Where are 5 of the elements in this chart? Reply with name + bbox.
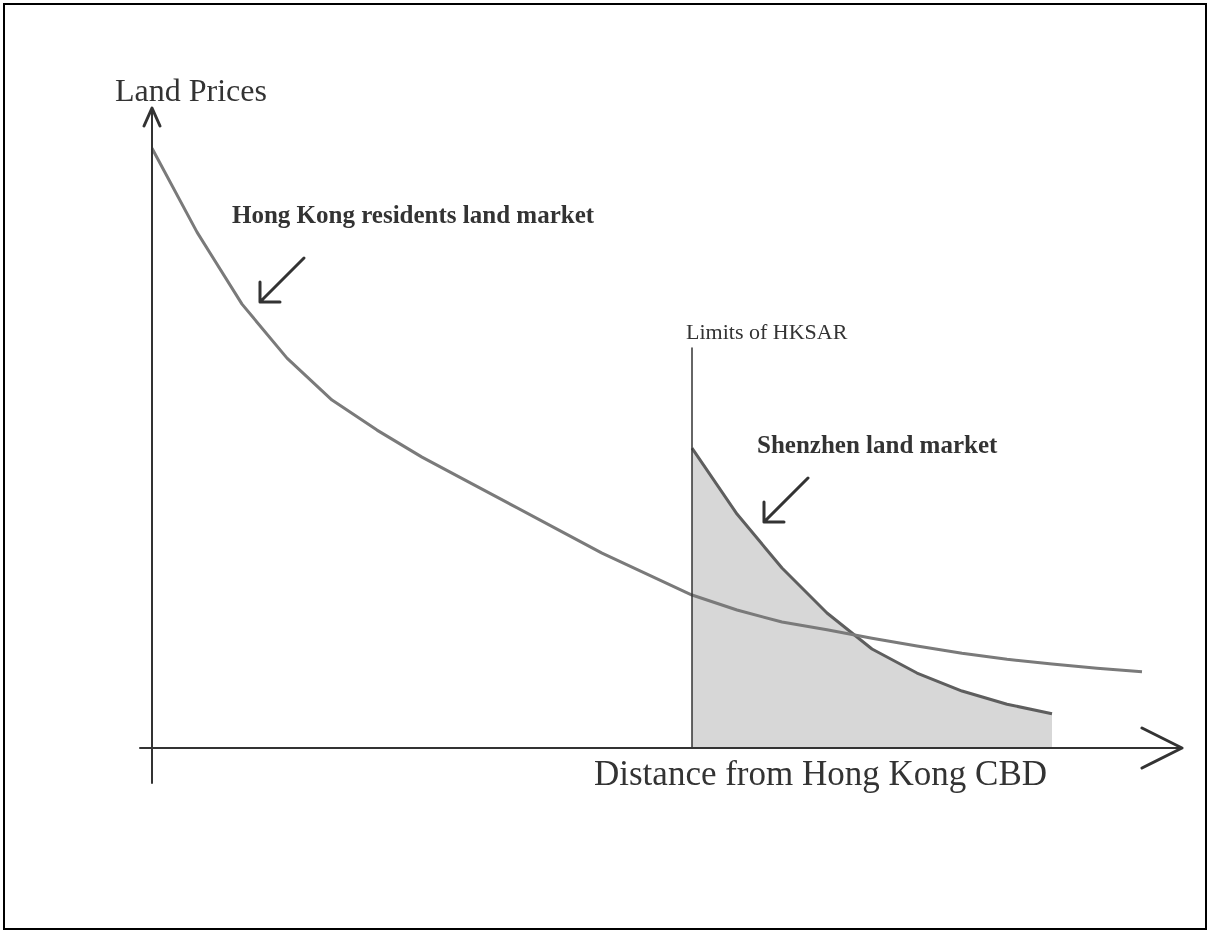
series-label: Shenzhen land market [757, 431, 998, 459]
x-axis-title: Distance from Hong Kong CBD [594, 754, 1048, 794]
series-label: Hong Kong residents land market [232, 201, 595, 229]
y-axis-title: Land Prices [115, 72, 267, 109]
annotation: Limits of HKSAR [686, 318, 848, 344]
